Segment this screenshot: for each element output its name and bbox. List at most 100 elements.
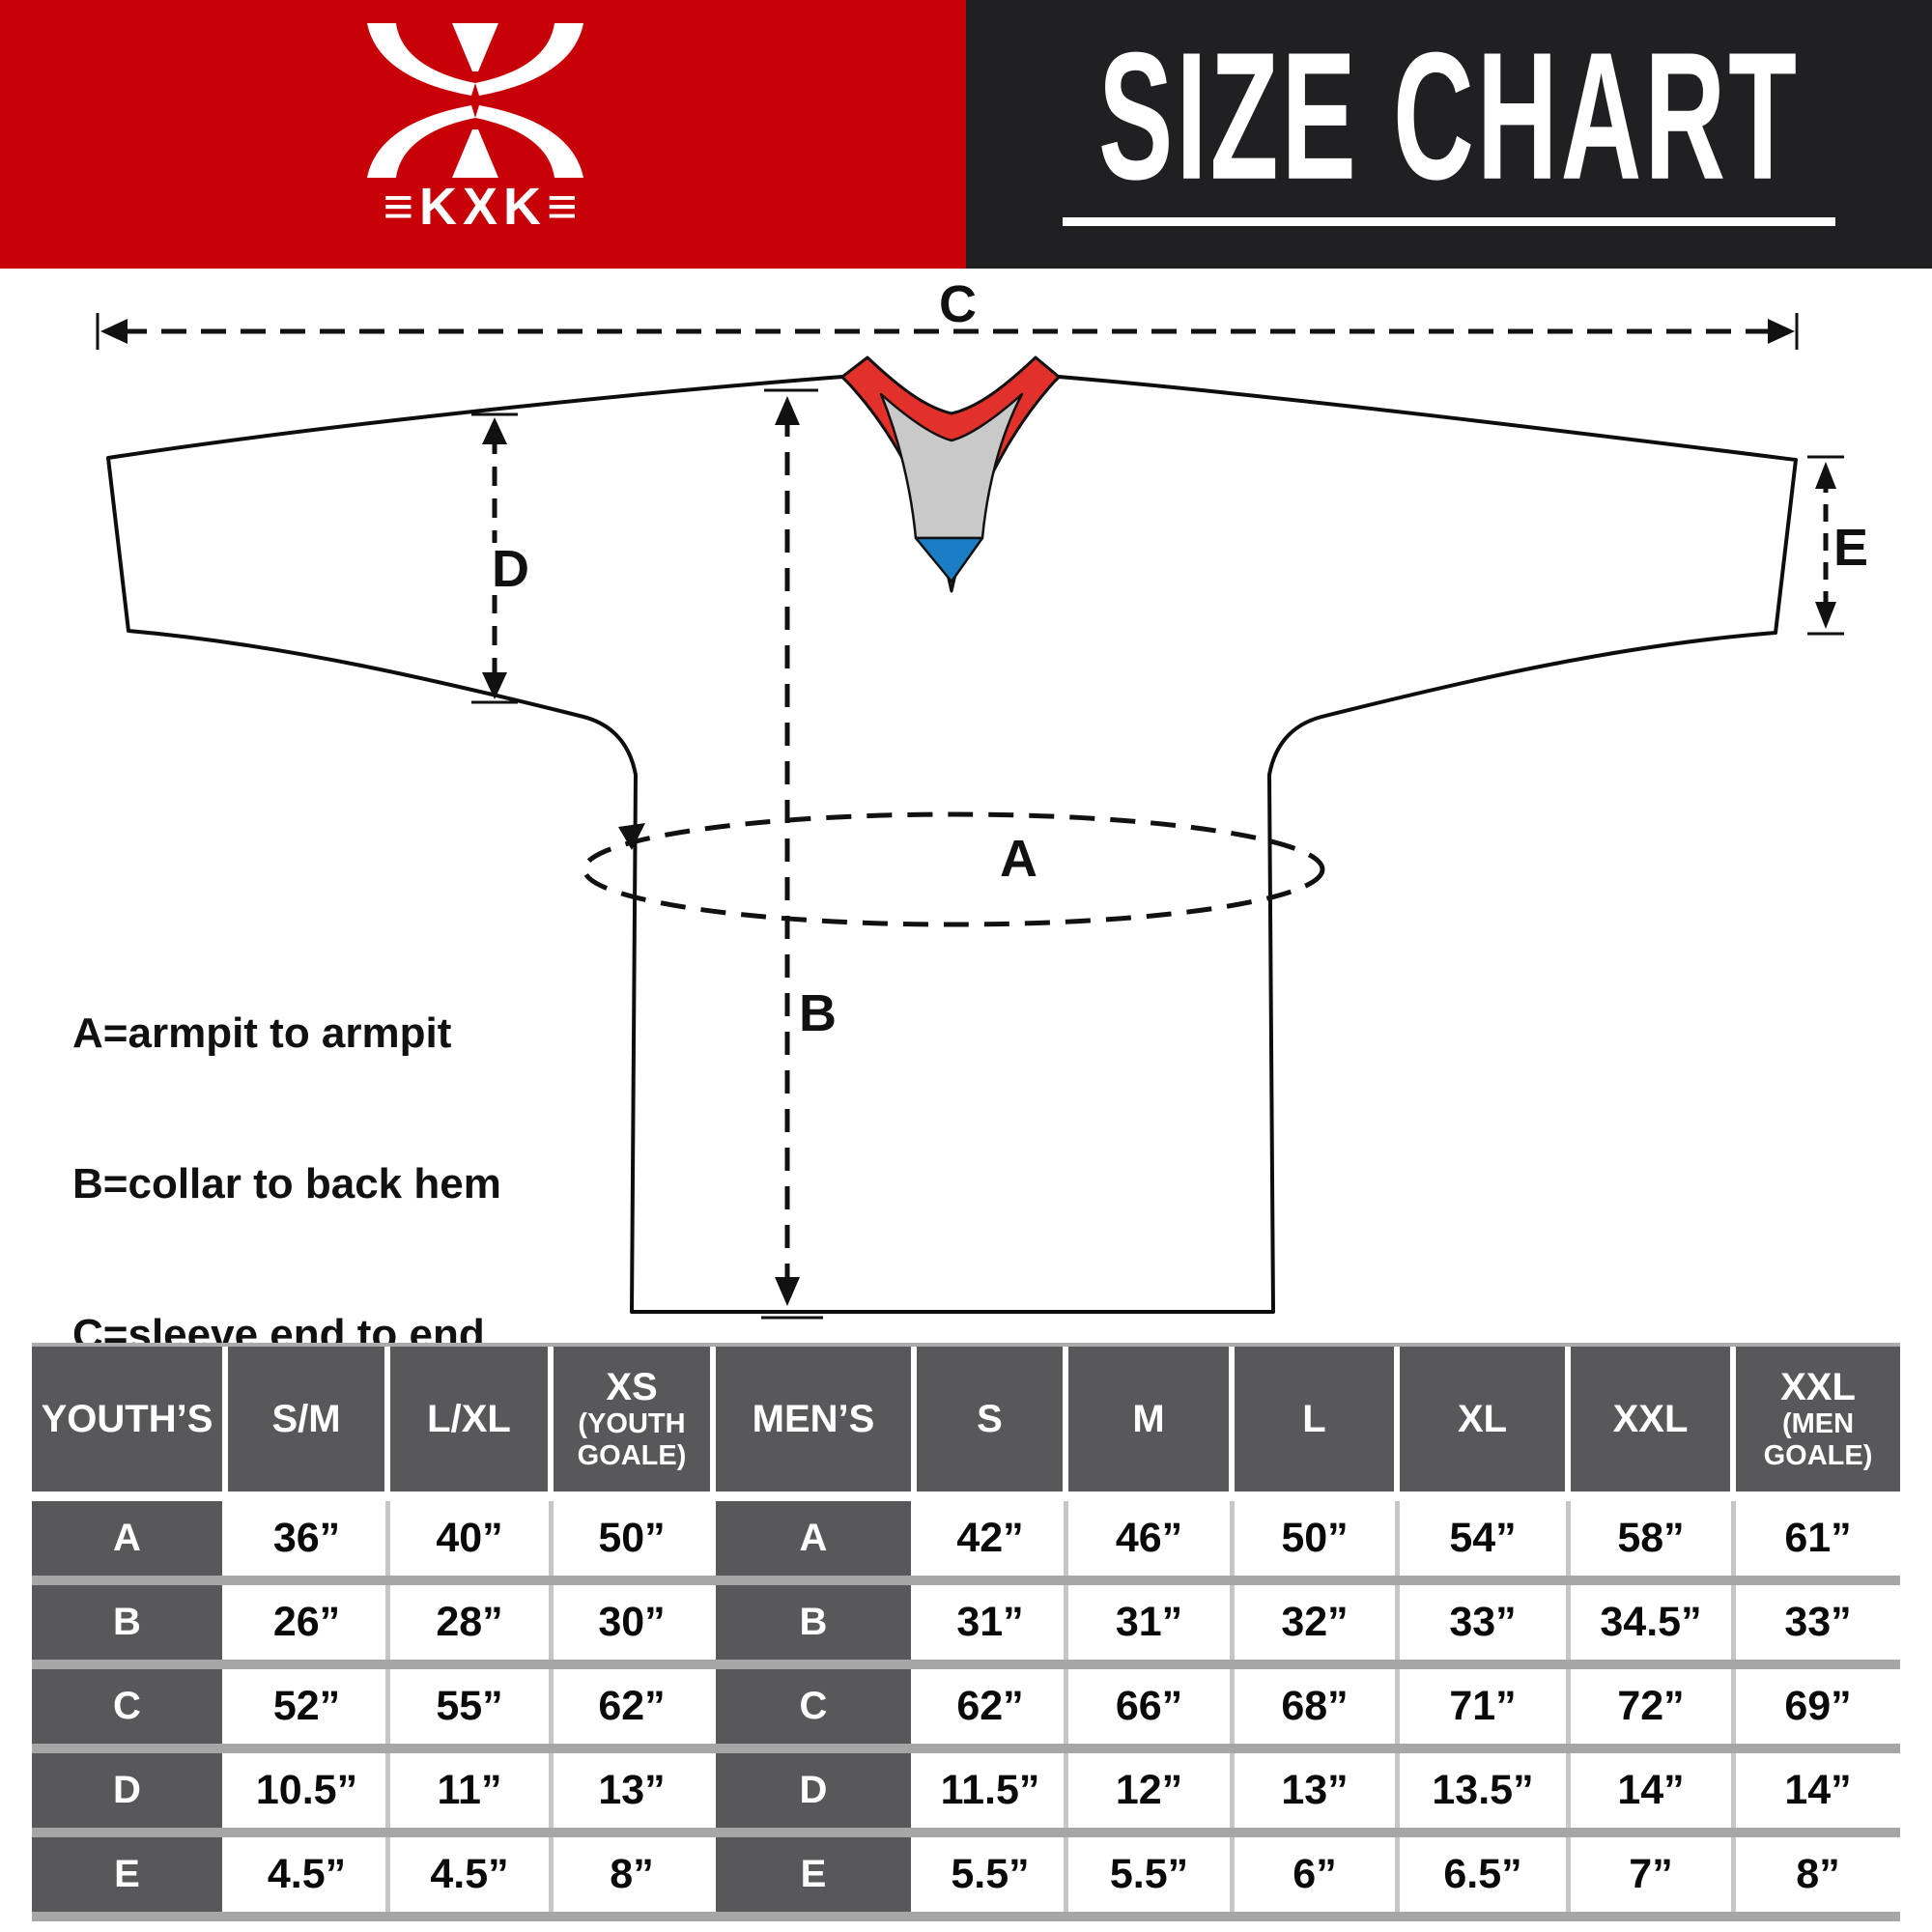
value-cell: 6” bbox=[1235, 1837, 1400, 1912]
col-xs-youth-goalie: XS (YOUTH GOALE) bbox=[554, 1347, 716, 1492]
value-cell: 5.5” bbox=[1068, 1837, 1235, 1912]
value-cell: 4.5” bbox=[228, 1837, 390, 1912]
value-cell: 54” bbox=[1400, 1501, 1571, 1576]
value-cell: 50” bbox=[1235, 1501, 1400, 1576]
value-cell: 11.5” bbox=[917, 1753, 1068, 1828]
label-c: C bbox=[939, 275, 977, 333]
col-xl: XL bbox=[1400, 1347, 1571, 1492]
header-title-panel: SIZE CHART bbox=[966, 0, 1932, 269]
value-cell: 62” bbox=[917, 1669, 1068, 1744]
table-row-c: C 52” 55” 62” C 62” 66” 68” 71” 72” 69” bbox=[32, 1669, 1900, 1753]
table-row-b: B 26” 28” 30” B 31” 31” 32” 33” 34.5” 33… bbox=[32, 1585, 1900, 1669]
col-m: M bbox=[1068, 1347, 1235, 1492]
collar-gray-interior bbox=[879, 392, 1024, 540]
value-cell: 13.5” bbox=[1400, 1753, 1571, 1828]
measurement-arrow-b bbox=[761, 388, 823, 1320]
col-xxl-men-sub1: (MEN bbox=[1781, 1408, 1855, 1439]
measurement-arrow-e bbox=[1807, 455, 1844, 636]
value-cell: 36” bbox=[228, 1501, 390, 1576]
table-row-d: D 10.5” 11” 13” D 11.5” 12” 13” 13.5” 14… bbox=[32, 1753, 1900, 1837]
table-header-row: YOUTH’S S/M L/XL XS (YOUTH GOALE) MEN’S … bbox=[32, 1347, 1900, 1501]
value-cell: 8” bbox=[554, 1837, 716, 1912]
label-e: E bbox=[1833, 519, 1869, 577]
value-cell: 7” bbox=[1571, 1837, 1736, 1912]
table-row-a: A 36” 40” 50” A 42” 46” 50” 54” 58” 61” bbox=[32, 1501, 1900, 1585]
value-cell: 40” bbox=[390, 1501, 554, 1576]
row-label: D bbox=[716, 1753, 917, 1828]
row-label: B bbox=[716, 1585, 917, 1660]
measurement-arrow-c bbox=[96, 313, 1799, 350]
value-cell: 14” bbox=[1571, 1753, 1736, 1828]
size-table: YOUTH’S S/M L/XL XS (YOUTH GOALE) MEN’S … bbox=[32, 1343, 1900, 1921]
value-cell: 11” bbox=[390, 1753, 554, 1828]
value-cell: 13” bbox=[1235, 1753, 1400, 1828]
value-cell: 46” bbox=[1068, 1501, 1235, 1576]
value-cell: 10.5” bbox=[228, 1753, 390, 1828]
value-cell: 32” bbox=[1235, 1585, 1400, 1660]
jersey-outline bbox=[106, 375, 1798, 1314]
value-cell: 12” bbox=[1068, 1753, 1235, 1828]
value-cell: 14” bbox=[1736, 1753, 1900, 1828]
value-cell: 61” bbox=[1736, 1501, 1900, 1576]
col-xxl-men-goalie: XXL (MEN GOALE) bbox=[1736, 1347, 1900, 1492]
value-cell: 4.5” bbox=[390, 1837, 554, 1912]
col-xs-sub1: (YOUTH bbox=[578, 1408, 686, 1439]
col-mens: MEN’S bbox=[716, 1347, 917, 1492]
row-label: E bbox=[716, 1837, 917, 1912]
title-underline bbox=[1063, 216, 1835, 226]
row-label: C bbox=[716, 1669, 917, 1744]
label-a: A bbox=[997, 833, 1040, 885]
row-label: C bbox=[32, 1669, 228, 1744]
page-title: SIZE CHART bbox=[1098, 14, 1800, 217]
legend-line-a: A=armpit to armpit bbox=[72, 1009, 452, 1057]
value-cell: 72” bbox=[1571, 1669, 1736, 1744]
value-cell: 31” bbox=[917, 1585, 1068, 1660]
table-row-e: E 4.5” 4.5” 8” E 5.5” 5.5” 6” 6.5” 7” 8” bbox=[32, 1837, 1900, 1921]
value-cell: 33” bbox=[1400, 1585, 1571, 1660]
value-cell: 58” bbox=[1571, 1501, 1736, 1576]
row-label: A bbox=[32, 1501, 228, 1576]
header-brand-panel: ≡KXK≡ bbox=[0, 0, 966, 269]
label-d: D bbox=[489, 543, 532, 595]
measurement-ellipse-a bbox=[582, 811, 1325, 927]
value-cell: 26” bbox=[228, 1585, 390, 1660]
value-cell: 8” bbox=[1736, 1837, 1900, 1912]
value-cell: 62” bbox=[554, 1669, 716, 1744]
value-cell: 34.5” bbox=[1571, 1585, 1736, 1660]
col-lxl: L/XL bbox=[390, 1347, 554, 1492]
kxk-logo-icon bbox=[367, 23, 583, 178]
label-b: B bbox=[796, 987, 839, 1039]
value-cell: 50” bbox=[554, 1501, 716, 1576]
col-xs-sub2: GOALE) bbox=[577, 1440, 687, 1471]
col-xs-main: XS bbox=[606, 1366, 658, 1408]
value-cell: 5.5” bbox=[917, 1837, 1068, 1912]
value-cell: 68” bbox=[1235, 1669, 1400, 1744]
value-cell: 71” bbox=[1400, 1669, 1571, 1744]
value-cell: 30” bbox=[554, 1585, 716, 1660]
measurement-arrow-d bbox=[471, 412, 518, 704]
value-cell: 69” bbox=[1736, 1669, 1900, 1744]
row-label: E bbox=[32, 1837, 228, 1912]
legend-line-b: B=collar to back hem bbox=[72, 1160, 501, 1208]
value-cell: 66” bbox=[1068, 1669, 1235, 1744]
col-sm: S/M bbox=[228, 1347, 390, 1492]
col-youths: YOUTH’S bbox=[32, 1347, 228, 1492]
value-cell: 13” bbox=[554, 1753, 716, 1828]
value-cell: 6.5” bbox=[1400, 1837, 1571, 1912]
row-label: D bbox=[32, 1753, 228, 1828]
brand-logo-text: ≡KXK≡ bbox=[383, 178, 583, 236]
value-cell: 55” bbox=[390, 1669, 554, 1744]
col-s: S bbox=[917, 1347, 1068, 1492]
value-cell: 33” bbox=[1736, 1585, 1900, 1660]
value-cell: 28” bbox=[390, 1585, 554, 1660]
collar-blue-tip bbox=[914, 536, 984, 583]
col-l: L bbox=[1235, 1347, 1400, 1492]
col-xxl: XXL bbox=[1571, 1347, 1736, 1492]
value-cell: 31” bbox=[1068, 1585, 1235, 1660]
row-label: A bbox=[716, 1501, 917, 1576]
col-xxl-men-sub2: GOALE) bbox=[1763, 1440, 1873, 1471]
col-xxl-men-main: XXL bbox=[1780, 1366, 1856, 1408]
row-label: B bbox=[32, 1585, 228, 1660]
